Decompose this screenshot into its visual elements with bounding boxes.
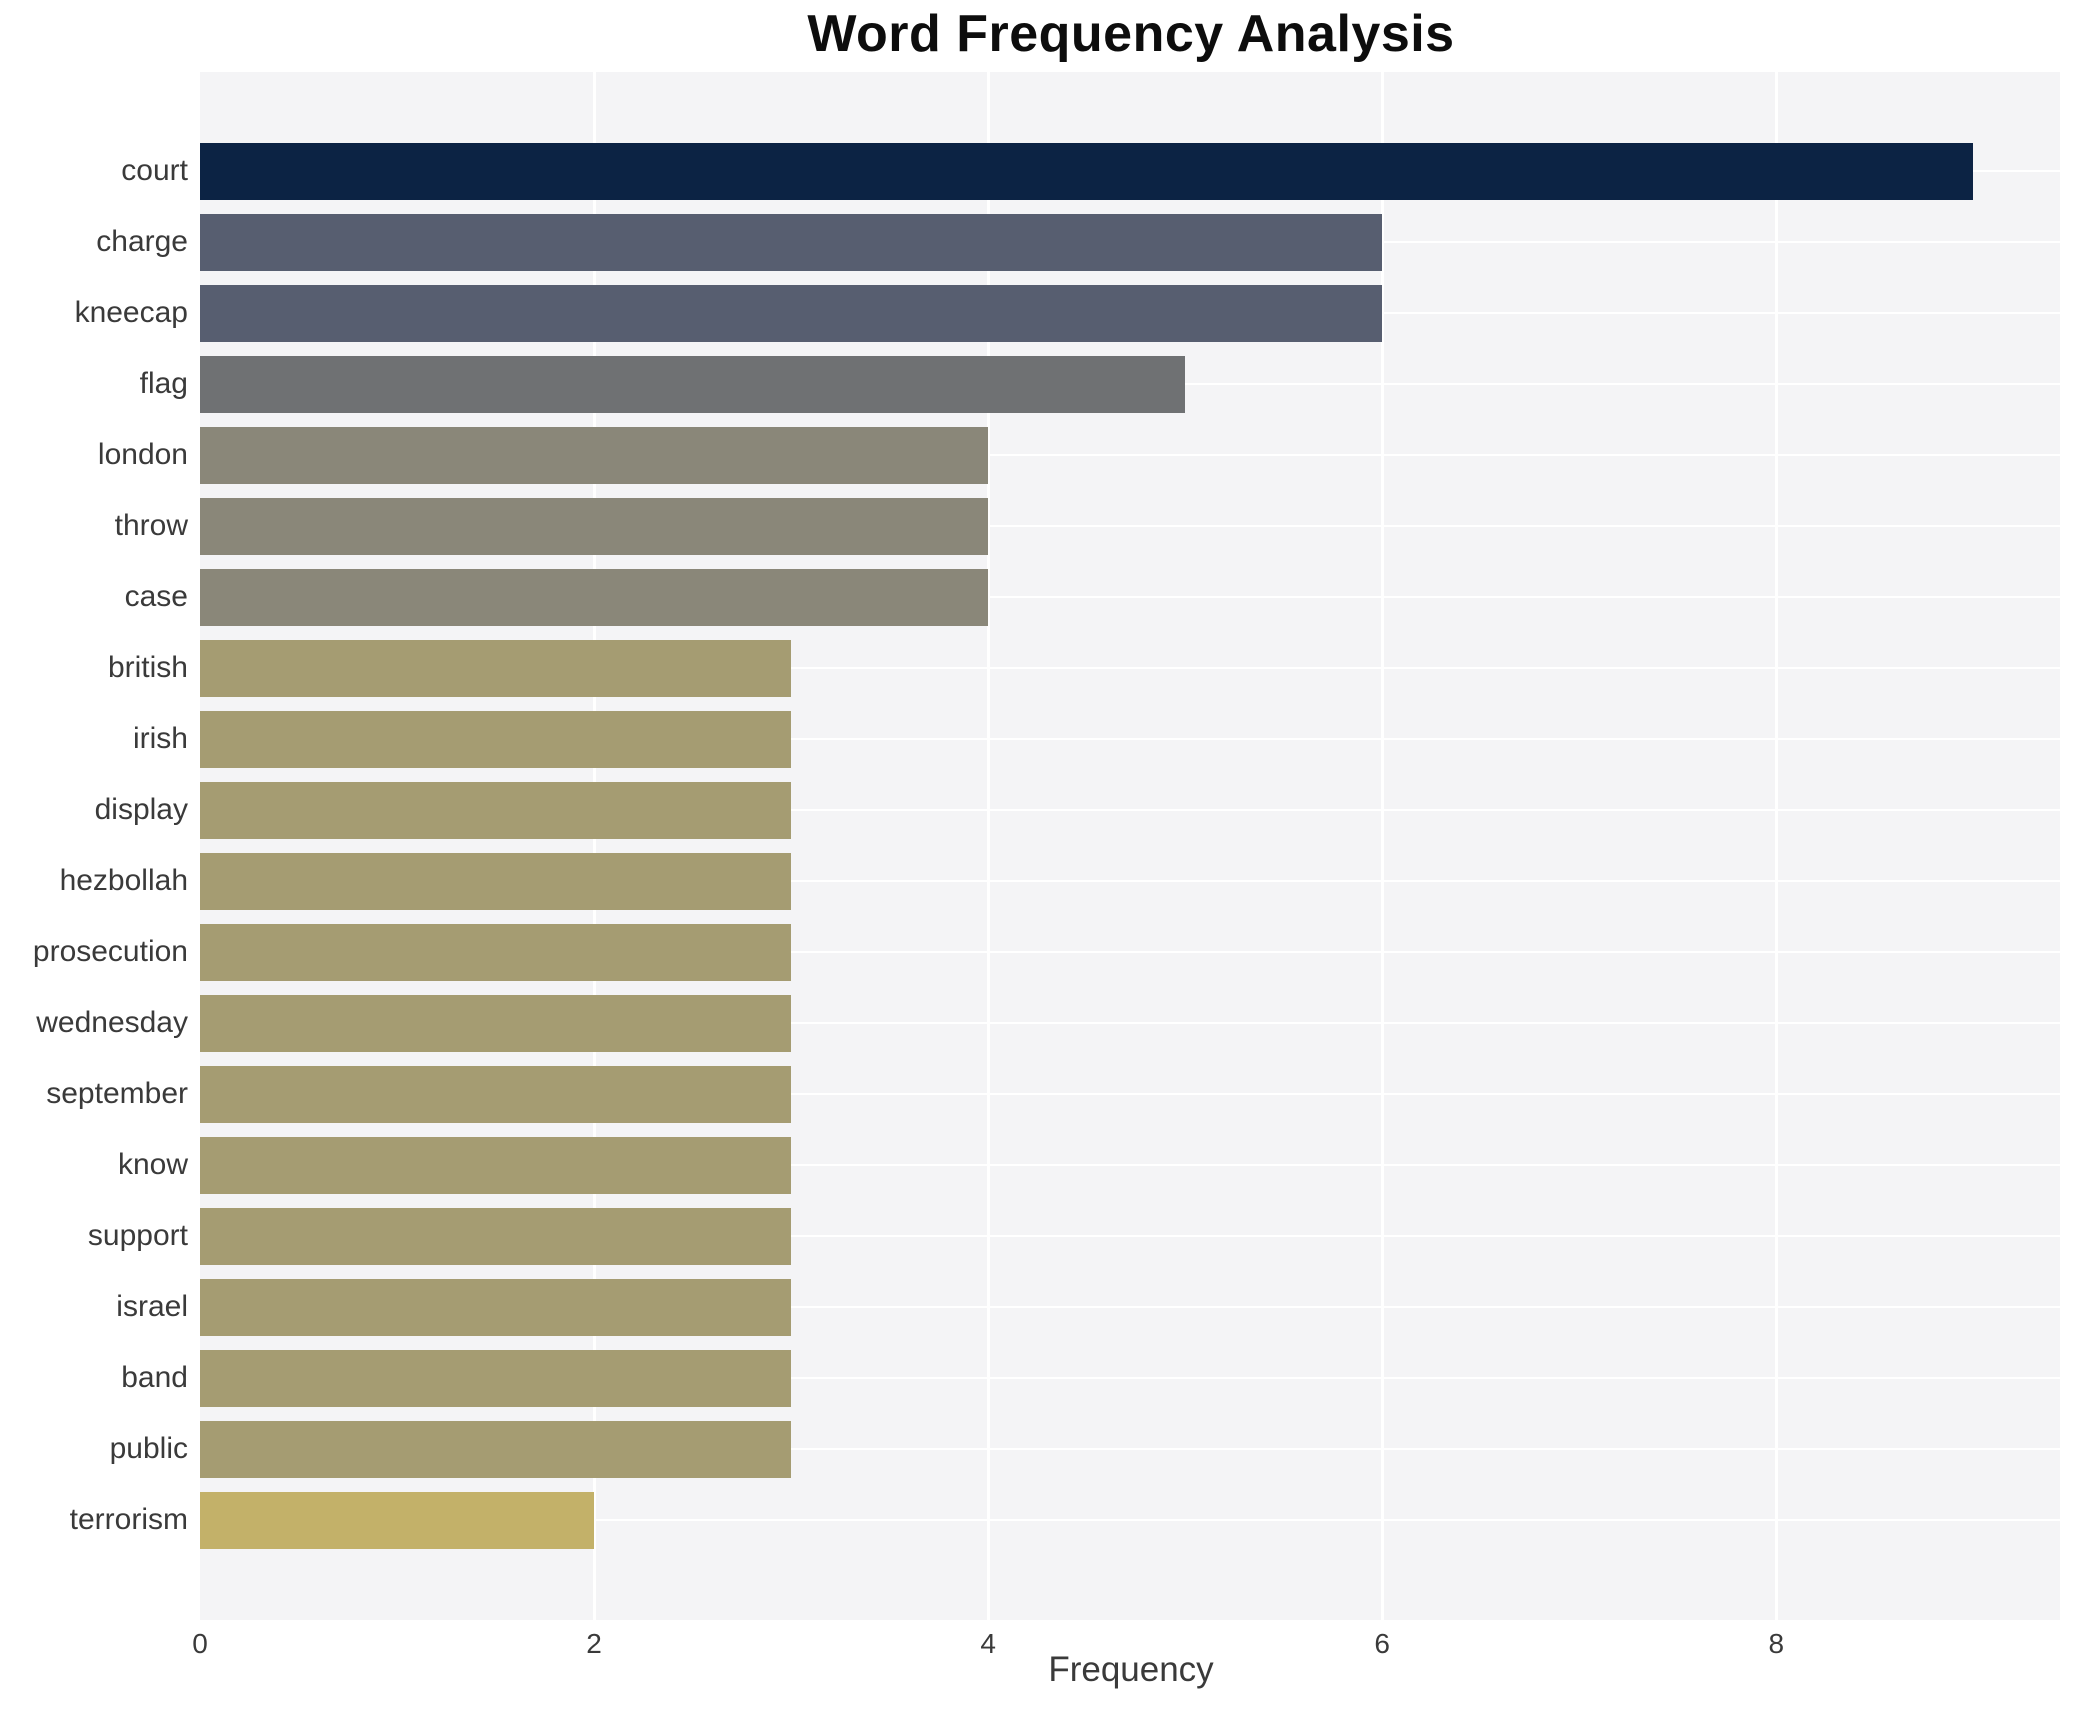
bar-support [200, 1207, 792, 1265]
y-label-display: display [94, 793, 188, 826]
h-gridline-public [200, 1448, 2062, 1450]
h-gridline-terrorism [200, 1519, 2062, 1521]
bar-throw [200, 497, 989, 555]
h-gridline-hezbollah [200, 880, 2062, 882]
y-label-irish: irish [132, 722, 188, 755]
x-tick-label-6: 6 [1374, 1628, 1390, 1659]
y-label-september: september [46, 1077, 188, 1110]
h-gridline-band [200, 1377, 2062, 1379]
bar-wednesday [200, 994, 792, 1052]
bar-flag [200, 355, 1186, 413]
x-tick-label-8: 8 [1768, 1628, 1785, 1659]
bar-public [200, 1420, 792, 1478]
y-label-court: court [121, 154, 188, 187]
h-gridline-case [200, 596, 2062, 598]
bar-court [200, 142, 1974, 200]
y-label-british: british [107, 651, 188, 684]
h-gridline-know [200, 1164, 2062, 1166]
y-label-prosecution: prosecution [32, 935, 188, 968]
plot-area [200, 72, 2063, 1620]
y-label-charge: charge [96, 225, 188, 258]
h-gridline-irish [200, 738, 2062, 740]
bar-charge [200, 213, 1383, 271]
bar-kneecap [200, 284, 1383, 342]
bar-case [200, 568, 989, 626]
y-label-throw: throw [114, 509, 188, 542]
v-gridline-4 [987, 72, 991, 1620]
bar-irish [200, 710, 792, 768]
bar-prosecution [200, 923, 792, 981]
y-label-support: support [87, 1219, 188, 1252]
v-gridline-2 [593, 72, 597, 1620]
y-label-kneecap: kneecap [74, 296, 188, 329]
h-gridline-wednesday [200, 1022, 2062, 1024]
y-label-know: know [117, 1148, 188, 1181]
bar-band [200, 1349, 792, 1407]
h-gridline-support [200, 1235, 2062, 1237]
h-gridline-display [200, 809, 2062, 811]
plot-right-edge-line [2060, 72, 2063, 1620]
x-tick-label-4: 4 [980, 1628, 996, 1659]
x-tick-label-0: 0 [192, 1628, 208, 1659]
bar-display [200, 781, 792, 839]
y-label-wednesday: wednesday [36, 1006, 188, 1039]
bar-know [200, 1136, 792, 1194]
h-gridline-london [200, 454, 2062, 456]
y-label-case: case [124, 580, 188, 613]
bar-london [200, 426, 989, 484]
chart-title: Word Frequency Analysis [807, 5, 1455, 63]
h-gridline-british [200, 667, 2062, 669]
h-gridline-israel [200, 1306, 2062, 1308]
bar-israel [200, 1278, 792, 1336]
v-gridline-6 [1381, 72, 1385, 1620]
h-gridline-prosecution [200, 951, 2062, 953]
bar-british [200, 639, 792, 697]
v-gridline-8 [1775, 72, 1779, 1620]
y-label-israel: israel [116, 1290, 188, 1323]
y-label-flag: flag [139, 367, 188, 400]
y-label-public: public [109, 1432, 188, 1465]
y-label-london: london [97, 438, 188, 471]
x-tick-label-2: 2 [586, 1628, 602, 1659]
bar-september [200, 1065, 792, 1123]
y-label-terrorism: terrorism [69, 1503, 188, 1536]
x-axis-title: Frequency [1048, 1650, 1214, 1689]
h-gridline-september [200, 1093, 2062, 1095]
y-label-hezbollah: hezbollah [59, 864, 188, 897]
h-gridline-throw [200, 525, 2062, 527]
bar-terrorism [200, 1491, 595, 1549]
y-label-band: band [121, 1361, 188, 1394]
bar-hezbollah [200, 852, 792, 910]
